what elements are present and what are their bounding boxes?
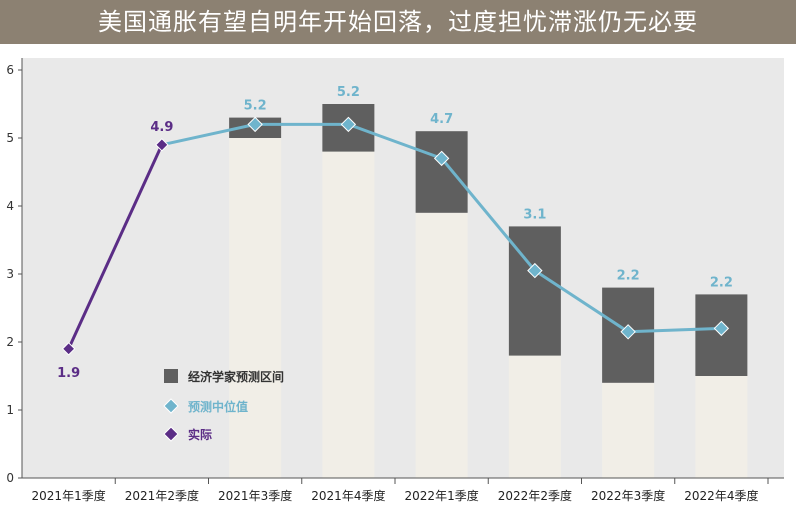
forecast-range-box (508, 226, 561, 356)
x-tick-label: 2021年1季度 (32, 488, 106, 503)
plot-background (22, 58, 784, 478)
actual-line (67, 144, 164, 350)
y-tick-label: 5 (6, 131, 14, 145)
data-label: 3.1 (523, 207, 546, 222)
base-bar (322, 151, 375, 478)
forecast-range-box (415, 131, 468, 213)
x-tick-label: 2021年3季度 (218, 488, 292, 503)
inflation-chart: 0 1 2 3 4 5 6 2021年1季度 2021年2季度 2021年3季度 2021年4季度 2… (6, 58, 784, 503)
y-tick-label: 3 (6, 267, 14, 281)
base-bar (229, 138, 282, 478)
y-tick-label: 4 (6, 199, 14, 213)
median-point (247, 116, 263, 133)
legend-median-label: 预测中位值 (188, 399, 248, 414)
data-label: 2.2 (617, 269, 640, 284)
y-tick-label: 1 (6, 403, 14, 417)
median-point (620, 324, 636, 340)
x-tick-label: 2022年3季度 (591, 488, 665, 503)
actual-point (155, 138, 169, 152)
legend-range-swatch (164, 369, 178, 383)
data-label: 4.7 (430, 112, 453, 127)
data-label: 5.2 (337, 85, 360, 100)
median-point (433, 150, 450, 167)
legend-median-swatch (163, 398, 179, 414)
data-label: 1.9 (57, 366, 80, 381)
x-tick-label: 2022年1季度 (405, 488, 479, 503)
chart-area: 0 1 2 3 4 5 6 2021年1季度 2021年2季度 2021年3季度 2021年4季度 2… (0, 50, 796, 513)
y-tick-label: 6 (6, 63, 14, 77)
base-bar (602, 382, 655, 478)
data-label: 2.2 (710, 275, 733, 290)
base-bar (508, 355, 561, 478)
data-label: 5.2 (244, 99, 267, 114)
actual-point (61, 342, 76, 356)
base-bar (415, 212, 468, 479)
base-bar (695, 376, 748, 478)
chart-title: 美国通胀有望自明年开始回落，过度担忧滞涨仍无必要 (98, 8, 698, 36)
data-label: 4.9 (150, 120, 173, 135)
x-tick-label: 2022年4季度 (684, 488, 758, 503)
median-point (713, 320, 730, 337)
y-tick-label: 0 (6, 471, 14, 485)
legend-range-label: 经济学家预测区间 (188, 369, 284, 384)
legend-actual-swatch (163, 426, 179, 442)
x-tick-label: 2022年2季度 (498, 488, 572, 503)
chart-title-banner: 美国通胀有望自明年开始回落，过度担忧滞涨仍无必要 (0, 0, 796, 44)
median-point (527, 262, 543, 279)
legend-actual-label: 实际 (188, 427, 212, 442)
x-tick-label: 2021年4季度 (311, 488, 385, 503)
median-point (340, 116, 357, 133)
y-tick-label: 2 (6, 335, 14, 349)
x-tick-label: 2021年2季度 (125, 488, 199, 503)
